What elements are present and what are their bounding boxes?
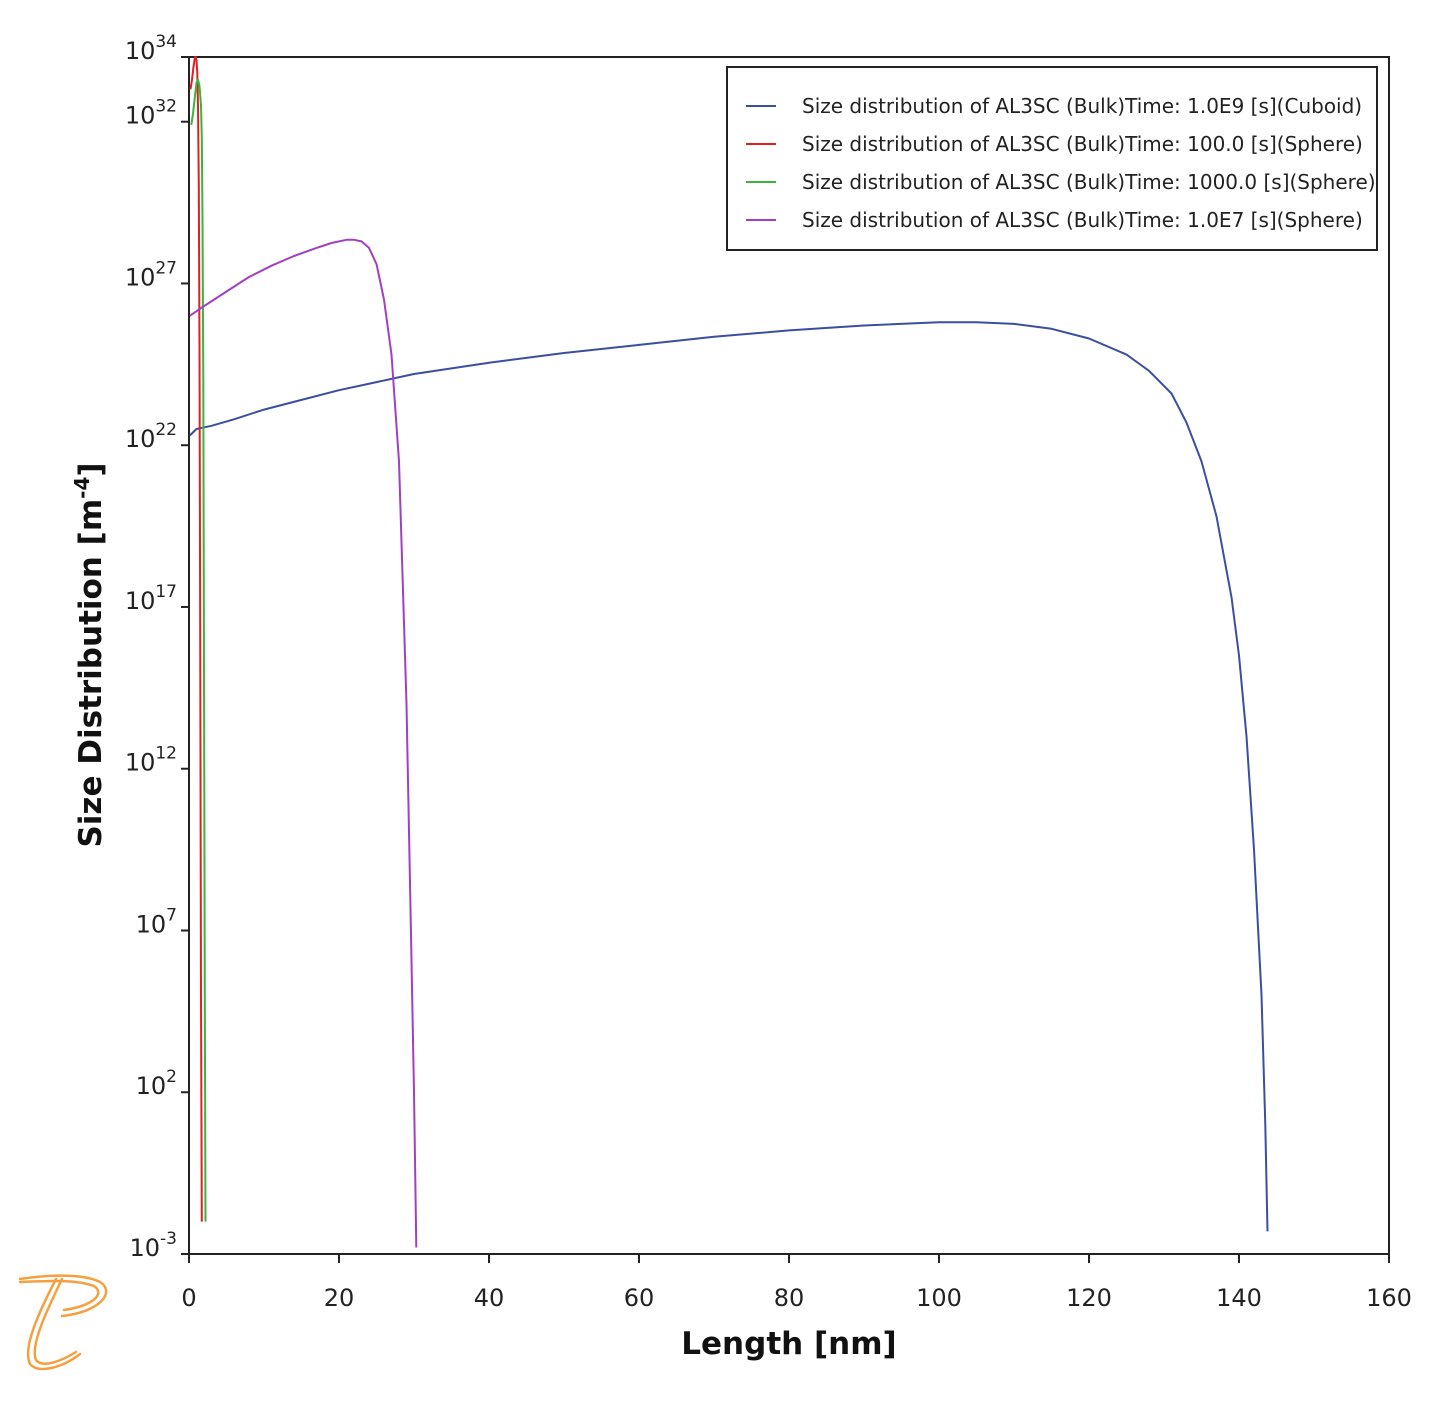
series-line-1 <box>189 321 1269 1232</box>
series-line-3 <box>190 78 207 1222</box>
legend-label-4: Size distribution of AL3SC (Bulk)Time: 1… <box>802 208 1363 232</box>
legend-label-2: Size distribution of AL3SC (Bulk)Time: 1… <box>802 132 1363 156</box>
logo-stem <box>26 1277 82 1371</box>
logo-stem-inner <box>33 1277 78 1365</box>
x-tick-label: 140 <box>1216 1284 1262 1312</box>
x-tick-label: 80 <box>774 1284 805 1312</box>
legend-label-1: Size distribution of AL3SC (Bulk)Time: 1… <box>802 94 1362 118</box>
logo-stroke-top <box>18 1274 108 1318</box>
y-tick-label: 1017 <box>125 582 177 615</box>
x-tick-label: 60 <box>624 1284 655 1312</box>
plot-area <box>188 56 1390 1255</box>
y-axis-title-end: ] <box>73 462 109 476</box>
x-tick-label: 0 <box>181 1284 196 1312</box>
x-axis: 0 20 40 60 80 100 120 140 160 <box>181 1254 1412 1312</box>
series-lines <box>189 56 1269 1248</box>
y-tick-label: 1032 <box>125 97 177 130</box>
y-tick-label: 1034 <box>125 32 177 65</box>
x-tick-label: 100 <box>916 1284 962 1312</box>
y-tick-label: 1012 <box>125 744 177 777</box>
x-tick-label: 160 <box>1366 1284 1412 1312</box>
y-axis: 1034 1032 1027 1022 1017 1012 107 102 10-3 <box>125 32 189 1262</box>
y-tick-label: 107 <box>136 905 177 938</box>
y-axis-title-main: Size Distribution [m <box>73 499 109 848</box>
y-axis-title: Size Distribution [m-4] <box>70 462 109 847</box>
y-tick-label: 10-3 <box>130 1229 178 1262</box>
y-tick-label: 102 <box>136 1067 177 1100</box>
y-tick-label: 1022 <box>125 420 177 453</box>
series-line-4 <box>189 238 418 1248</box>
logo-stroke-inner <box>18 1279 100 1312</box>
y-axis-title-superscript: -4 <box>70 477 94 499</box>
x-tick-label: 40 <box>474 1284 505 1312</box>
x-tick-label: 120 <box>1066 1284 1112 1312</box>
series-line-2 <box>189 56 203 1222</box>
plot-frame <box>188 56 1390 1255</box>
thermo-calc-logo-icon <box>18 1274 108 1371</box>
legend-entries: Size distribution of AL3SC (Bulk)Time: 1… <box>746 94 1376 232</box>
legend-box <box>726 66 1378 251</box>
legend-label-3: Size distribution of AL3SC (Bulk)Time: 1… <box>802 170 1376 194</box>
x-axis-title: Length [nm] <box>681 1326 896 1362</box>
legend: Size distribution of AL3SC (Bulk)Time: 1… <box>726 66 1378 251</box>
x-tick-label: 20 <box>324 1284 355 1312</box>
y-tick-label: 1027 <box>125 258 177 291</box>
